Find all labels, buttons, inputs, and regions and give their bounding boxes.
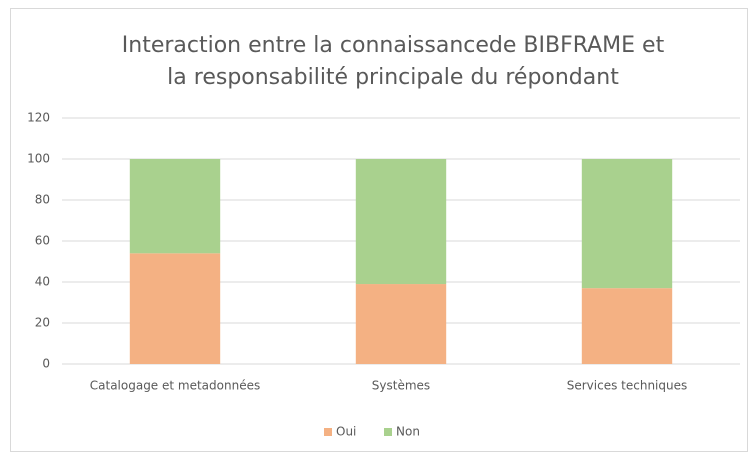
x-tick-label: Catalogage et metadonnées bbox=[90, 379, 260, 393]
y-tick-label: 60 bbox=[35, 234, 50, 248]
bar-segment bbox=[581, 288, 673, 364]
chart-title: Interaction entre la connaissancede BIBF… bbox=[122, 33, 665, 58]
bar-segment bbox=[581, 159, 673, 289]
y-tick-label: 40 bbox=[35, 275, 50, 289]
y-tick-label: 20 bbox=[35, 316, 50, 330]
y-tick-label: 120 bbox=[27, 111, 50, 125]
y-tick-label: 0 bbox=[42, 357, 50, 371]
bar-segment bbox=[129, 159, 221, 254]
bar-segment bbox=[355, 159, 447, 285]
bar-segment bbox=[355, 284, 447, 364]
legend-label: Oui bbox=[336, 425, 356, 439]
bar-segment bbox=[129, 253, 221, 364]
chart-title: la responsabilité principale du répondan… bbox=[167, 65, 619, 90]
x-tick-label: Services techniques bbox=[567, 379, 688, 393]
legend-swatch bbox=[384, 428, 392, 436]
legend-swatch bbox=[324, 428, 332, 436]
legend-label: Non bbox=[396, 425, 420, 439]
y-tick-label: 80 bbox=[35, 193, 50, 207]
y-tick-label: 100 bbox=[27, 152, 50, 166]
x-tick-label: Systèmes bbox=[372, 379, 430, 393]
